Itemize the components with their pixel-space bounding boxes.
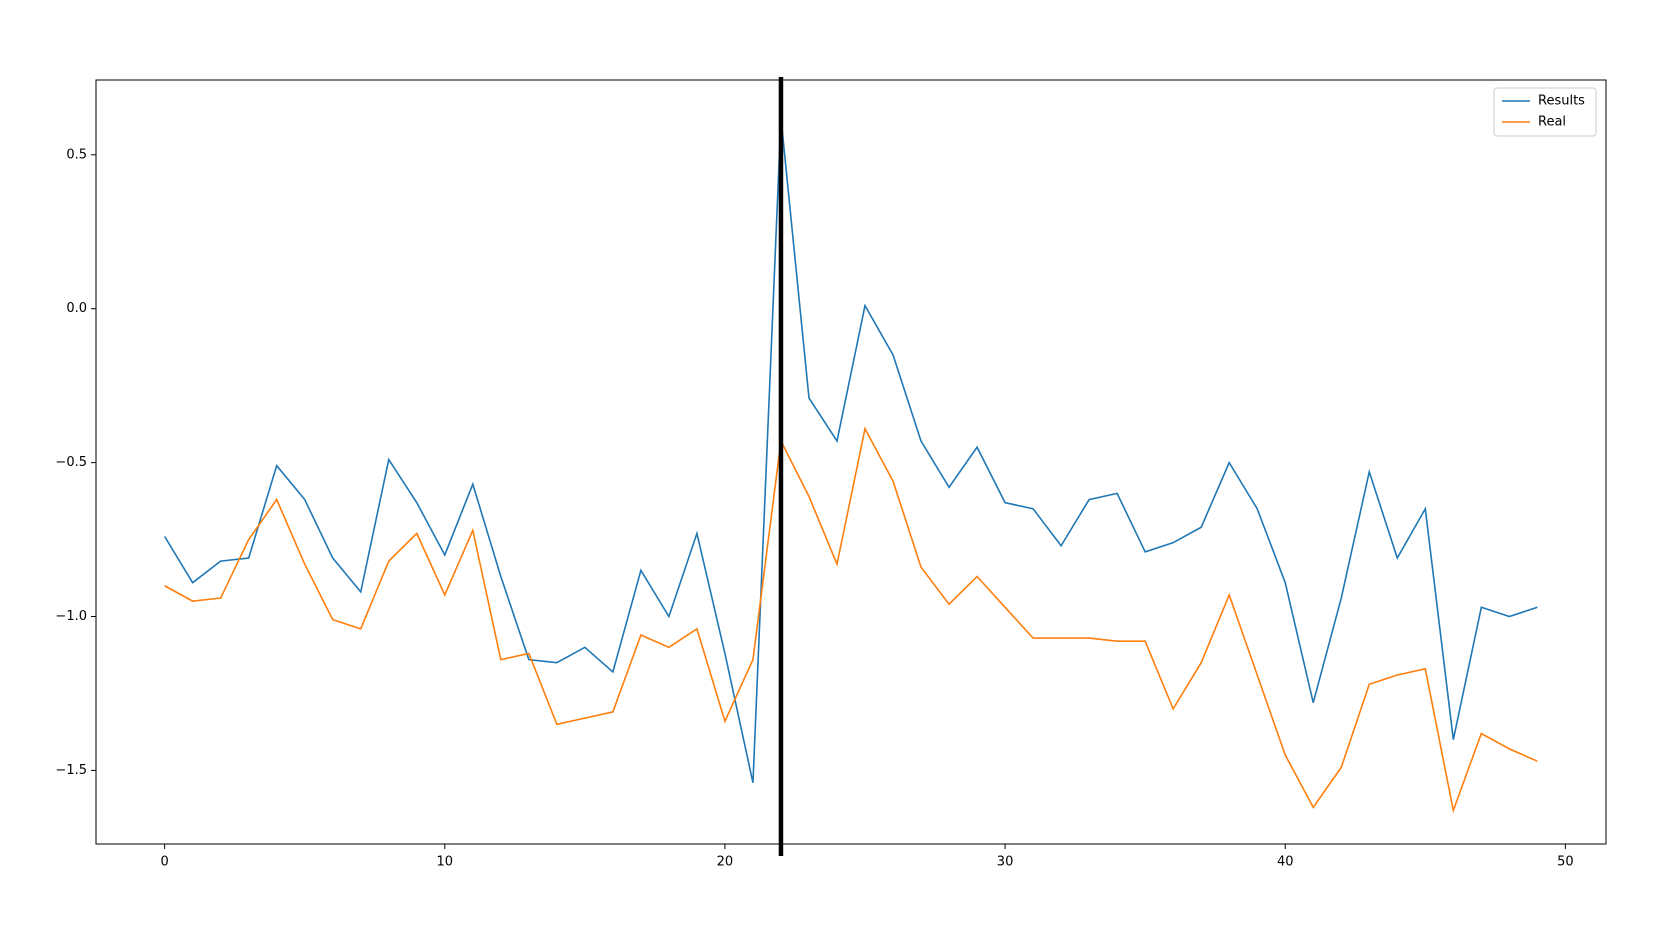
legend-label: Results [1538,94,1585,109]
legend-box [1493,87,1597,137]
series-line [163,117,1538,783]
x-tick-label: 40 [1277,855,1294,870]
axes-frame [95,79,1607,845]
y-tick-label: 0.0 [66,301,87,316]
x-tick-label: 20 [717,855,734,870]
legend-label: Real [1538,115,1566,130]
series-line [164,426,1538,814]
y-tick-label: −1.0 [55,609,87,624]
y-tick-label: −1.5 [55,763,87,778]
y-tick-label: −0.5 [55,455,87,470]
y-tick-label: 0.5 [66,147,87,162]
x-tick-label: 10 [437,855,454,870]
x-tick-label: 0 [160,855,168,870]
x-tick-label: 50 [1557,855,1574,870]
x-tick-label: 30 [997,855,1014,870]
